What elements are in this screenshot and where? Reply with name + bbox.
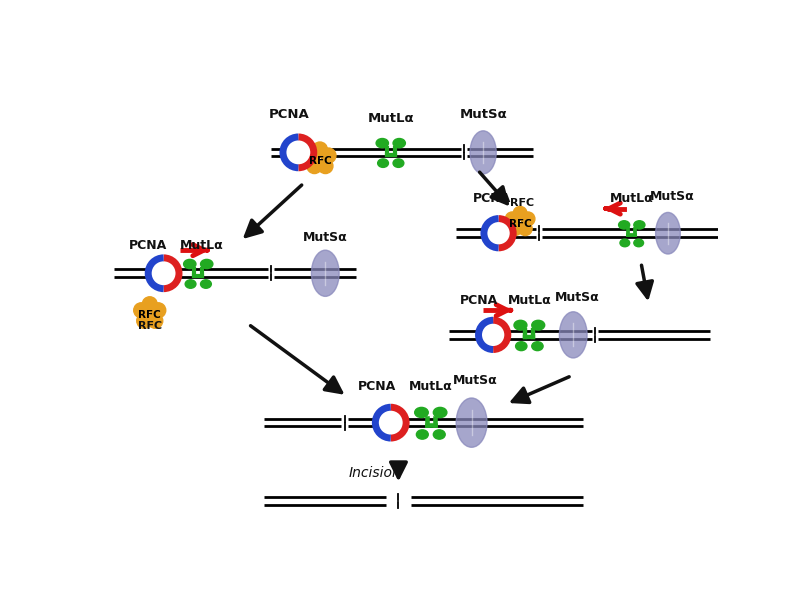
Text: RFC: RFC: [138, 321, 162, 331]
Text: RFC: RFC: [509, 219, 531, 228]
Ellipse shape: [620, 239, 630, 247]
Ellipse shape: [559, 312, 587, 358]
Circle shape: [321, 148, 336, 163]
Circle shape: [518, 222, 532, 235]
Text: MutSα: MutSα: [453, 374, 498, 387]
Text: MutLα: MutLα: [409, 380, 453, 393]
Circle shape: [484, 219, 513, 248]
Circle shape: [521, 212, 535, 226]
Circle shape: [283, 137, 314, 167]
Text: MutLα: MutLα: [507, 294, 551, 307]
Ellipse shape: [514, 320, 527, 330]
Circle shape: [318, 159, 333, 173]
Ellipse shape: [393, 159, 404, 167]
Ellipse shape: [378, 159, 389, 167]
Ellipse shape: [201, 259, 213, 269]
Text: RFC: RFC: [510, 198, 534, 208]
Ellipse shape: [416, 430, 428, 439]
Ellipse shape: [434, 430, 445, 439]
Circle shape: [375, 407, 406, 438]
Circle shape: [307, 159, 322, 173]
Ellipse shape: [393, 138, 406, 148]
Circle shape: [142, 297, 158, 312]
Text: RFC: RFC: [138, 311, 161, 320]
Ellipse shape: [184, 259, 196, 269]
Ellipse shape: [434, 408, 447, 418]
Ellipse shape: [311, 250, 339, 296]
Ellipse shape: [516, 342, 527, 350]
Ellipse shape: [618, 221, 630, 229]
Text: PCNA: PCNA: [129, 238, 167, 252]
Ellipse shape: [656, 212, 680, 254]
Ellipse shape: [634, 239, 643, 247]
Text: MutSα: MutSα: [303, 231, 348, 244]
Text: MutLα: MutLα: [367, 111, 414, 125]
Circle shape: [134, 303, 149, 318]
Text: PCNA: PCNA: [474, 193, 511, 206]
Circle shape: [478, 320, 508, 349]
Text: MutSα: MutSα: [650, 190, 694, 203]
Text: PCNA: PCNA: [358, 380, 396, 393]
Text: Incision: Incision: [349, 465, 402, 480]
Text: MutLα: MutLα: [610, 193, 654, 206]
Text: MutLα: MutLα: [180, 238, 224, 252]
Circle shape: [313, 142, 327, 157]
Ellipse shape: [201, 280, 211, 288]
Text: MutSα: MutSα: [554, 291, 599, 304]
Ellipse shape: [456, 398, 487, 447]
Text: MutSα: MutSα: [459, 108, 507, 121]
Text: PCNA: PCNA: [460, 294, 498, 307]
Text: RFC: RFC: [309, 156, 331, 166]
Circle shape: [513, 206, 527, 221]
Circle shape: [506, 212, 519, 226]
Ellipse shape: [532, 342, 543, 350]
Circle shape: [304, 148, 319, 163]
Ellipse shape: [376, 138, 389, 148]
Ellipse shape: [414, 408, 428, 418]
Circle shape: [137, 313, 152, 328]
Circle shape: [150, 303, 166, 318]
Circle shape: [148, 258, 179, 288]
Circle shape: [508, 222, 522, 235]
Ellipse shape: [532, 320, 545, 330]
Ellipse shape: [470, 131, 496, 174]
Circle shape: [148, 313, 162, 328]
Ellipse shape: [185, 280, 196, 288]
Text: PCNA: PCNA: [269, 108, 310, 121]
Ellipse shape: [634, 221, 645, 229]
